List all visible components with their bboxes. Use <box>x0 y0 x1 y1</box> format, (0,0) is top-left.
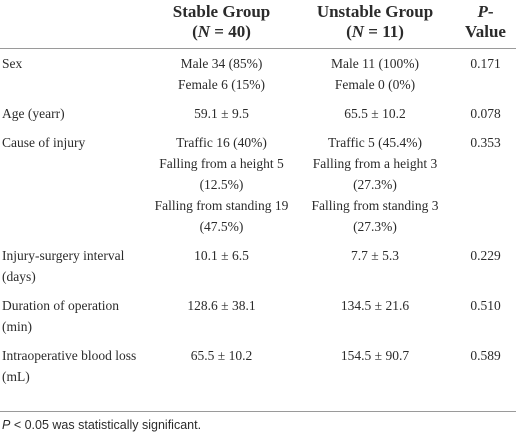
header-italic: N <box>351 22 365 41</box>
table-row: Sex Male 34 (85%) Female 6 (15%) Male 11 (1… <box>0 49 516 100</box>
unstable-cell: 134.5 ± 21.6 <box>295 291 455 341</box>
cell-line: Female 0 (0%) <box>334 77 416 92</box>
header-paren: ( <box>192 22 198 41</box>
header-paren: = 40) <box>210 22 251 41</box>
header-paren: ( <box>346 22 352 41</box>
stable-cell: 65.5 ± 10.2 <box>148 341 295 391</box>
p-value: 0.510 <box>470 298 501 313</box>
header-cell: P-Value <box>455 0 516 49</box>
bottom-rule <box>0 411 516 412</box>
stable-cell: 128.6 ± 38.1 <box>148 291 295 341</box>
cell-line: 59.1 ± 9.5 <box>194 106 249 121</box>
header-paren: = 11) <box>364 22 404 41</box>
header-italic: P <box>477 2 488 21</box>
cell-line: Female 6 (15%) <box>178 77 265 92</box>
stable-cell: 10.1 ± 6.5 <box>148 241 295 291</box>
table-row: Injury-surgery interval (days) 10.1 ± 6.5… <box>0 241 516 291</box>
row-label: Sex <box>2 56 23 71</box>
row-label: Intraoperative blood loss (mL) <box>2 348 137 384</box>
footnote-italic: P <box>2 418 11 432</box>
table-row: Age (yearr) 59.1 ± 9.5 65.5 ± 10.2 0.078 <box>0 99 516 128</box>
unstable-cell: 154.5 ± 90.7 <box>295 341 455 391</box>
cell-line: 7.7 ± 5.3 <box>351 248 399 263</box>
cell-line: Traffic 5 (45.4%) <box>327 135 423 150</box>
p-value: 0.589 <box>470 348 501 363</box>
header-title: Unstable Group <box>316 2 434 21</box>
cell-line: 10.1 ± 6.5 <box>194 248 249 263</box>
cell-line: Falling from standing 3 (27.3%) <box>311 198 439 234</box>
cell-line: Falling from standing 19 (47.5%) <box>154 198 289 234</box>
footnote: P < 0.05 was statistically significant. <box>2 418 201 432</box>
unstable-cell: 7.7 ± 5.3 <box>295 241 455 291</box>
cell-line: 134.5 ± 21.6 <box>340 298 410 313</box>
header-italic: N <box>197 22 211 41</box>
stable-cell: Male 34 (85%) Female 6 (15%) <box>148 49 295 100</box>
p-value: 0.229 <box>470 248 501 263</box>
unstable-cell: Male 11 (100%) Female 0 (0%) <box>295 49 455 100</box>
stable-cell: Traffic 16 (40%) Falling from a height 5 … <box>148 128 295 241</box>
header-cell: Unstable Group (N = 11) <box>295 0 455 49</box>
cell-line: 154.5 ± 90.7 <box>340 348 410 363</box>
cell-line: 128.6 ± 38.1 <box>187 298 256 313</box>
header-count: (N = 11) <box>295 22 455 42</box>
cell-line: Falling from a height 5 (12.5%) <box>159 156 284 192</box>
header-cell <box>0 0 148 49</box>
stable-cell: 59.1 ± 9.5 <box>148 99 295 128</box>
row-label: Cause of injury <box>2 135 86 150</box>
p-value: 0.078 <box>470 106 501 121</box>
unstable-cell: 65.5 ± 10.2 <box>295 99 455 128</box>
cell-line: Male 11 (100%) <box>331 56 419 71</box>
cell-line: Male 34 (85%) <box>180 56 263 71</box>
header-title: -Value <box>465 2 506 41</box>
p-value: 0.171 <box>470 56 501 71</box>
data-table: Stable Group (N = 40) Unstable Group (N = 1… <box>0 0 516 392</box>
table-row: Cause of injury Traffic 16 (40%) Falling f… <box>0 128 516 241</box>
cell-line: Traffic 16 (40%) <box>176 135 267 150</box>
header-title: Stable Group <box>172 2 271 21</box>
p-value: 0.353 <box>470 135 501 150</box>
table-body: Sex Male 34 (85%) Female 6 (15%) Male 11 (1… <box>0 49 516 392</box>
cell-line: 65.5 ± 10.2 <box>190 348 253 363</box>
cell-line: 65.5 ± 10.2 <box>344 106 406 121</box>
unstable-cell: Traffic 5 (45.4%) Falling from a height 3… <box>295 128 455 241</box>
header-row: Stable Group (N = 40) Unstable Group (N = 1… <box>0 0 516 49</box>
row-label: Age (yearr) <box>2 106 65 121</box>
table-row: Duration of operation (min) 128.6 ± 38.1 1… <box>0 291 516 341</box>
footnote-text: < 0.05 was statistically significant. <box>10 418 202 432</box>
row-label: Duration of operation (min) <box>2 298 119 334</box>
header-count: (N = 40) <box>148 22 295 42</box>
header-cell: Stable Group (N = 40) <box>148 0 295 49</box>
cell-line: Falling from a height 3 (27.3%) <box>312 156 438 192</box>
table-row: Intraoperative blood loss (mL) 65.5 ± 10.… <box>0 341 516 391</box>
row-label: Injury-surgery interval (days) <box>2 248 125 284</box>
